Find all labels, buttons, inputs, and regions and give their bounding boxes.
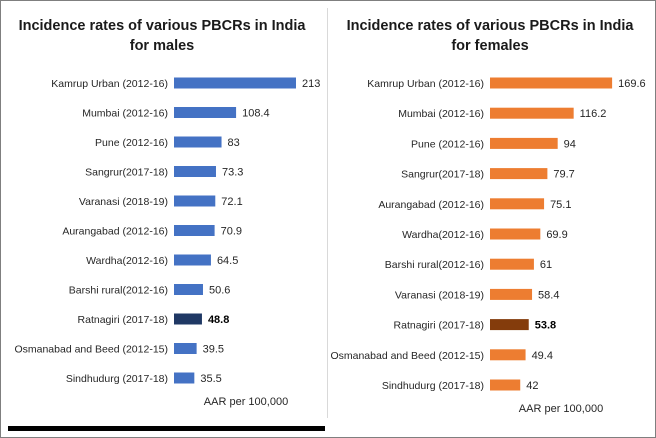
females-category-label: Varanasi (2018-19) — [395, 289, 484, 301]
females-category-label: Ratnagiri (2017-18) — [394, 320, 484, 332]
males-chart-title-line-2: for males — [130, 38, 194, 54]
males-bar — [174, 313, 202, 325]
females-bar — [490, 168, 548, 180]
females-category-label: Kamrup Urban (2012-16) — [367, 78, 484, 90]
females-bar — [490, 107, 574, 119]
males-bar — [174, 195, 216, 207]
males-value-label: 83 — [228, 137, 240, 149]
females-bar — [490, 258, 534, 270]
females-category-label: Pune (2012-16) — [411, 138, 484, 150]
males-bar — [174, 225, 215, 236]
males-value-label: 39.5 — [203, 344, 224, 356]
females-bar — [490, 349, 526, 361]
females-value-label: 75.1 — [550, 199, 571, 211]
males-value-label: 48.8 — [208, 314, 229, 326]
females-value-label: 79.7 — [553, 169, 574, 181]
females-category-label: Aurangabad (2012-16) — [378, 199, 484, 211]
males-bar — [174, 343, 197, 354]
males-category-label: Mumbai (2012-16) — [82, 108, 168, 120]
females-incidence-chart: Incidence rates of various PBCRs in Indi… — [330, 18, 646, 415]
females-value-label: 169.6 — [618, 78, 646, 90]
males-category-label: Wardha(2012-16) — [86, 255, 168, 267]
females-bar — [490, 228, 541, 240]
males-category-label: Barshi rural(2012-16) — [69, 285, 168, 297]
females-category-label: Sindhudurg (2017-18) — [382, 380, 484, 392]
males-value-label: 35.5 — [200, 373, 221, 385]
females-value-label: 53.8 — [535, 320, 556, 332]
bottom-rule — [8, 426, 325, 431]
males-category-label: Kamrup Urban (2012-16) — [51, 78, 168, 90]
males-value-label: 64.5 — [217, 255, 238, 267]
females-bar — [490, 77, 613, 89]
females-bar — [490, 319, 529, 331]
males-chart-title-line-1: Incidence rates of various PBCRs in Indi… — [19, 18, 307, 34]
females-value-label: 49.4 — [532, 350, 553, 362]
males-category-label: Aurangabad (2012-16) — [62, 226, 168, 238]
females-category-label: Barshi rural(2012-16) — [385, 259, 484, 271]
females-category-label: Mumbai (2012-16) — [398, 108, 484, 120]
males-x-axis-label: AAR per 100,000 — [204, 396, 288, 408]
males-bar — [174, 107, 237, 118]
males-value-label: 70.9 — [221, 226, 242, 238]
females-category-label: Sangrur(2017-18) — [401, 169, 484, 181]
females-x-axis-label: AAR per 100,000 — [519, 403, 603, 415]
males-value-label: 213 — [302, 78, 320, 90]
males-value-label: 73.3 — [222, 167, 243, 179]
females-chart-title-line-2: for females — [451, 38, 528, 54]
males-category-label: Ratnagiri (2017-18) — [78, 314, 168, 326]
males-bar — [174, 372, 195, 384]
males-bar — [174, 77, 296, 89]
females-value-label: 61 — [540, 259, 552, 271]
females-value-label: 69.9 — [546, 229, 567, 241]
females-bar — [490, 137, 558, 149]
males-incidence-chart: Incidence rates of various PBCRs in Indi… — [14, 18, 320, 408]
males-value-label: 108.4 — [242, 108, 270, 120]
males-category-label: Osmanabad and Beed (2012-15) — [14, 344, 168, 356]
males-bar — [174, 284, 203, 295]
males-bar — [174, 254, 211, 266]
females-value-label: 58.4 — [538, 289, 559, 301]
panel-divider — [327, 8, 328, 418]
females-category-label: Wardha(2012-16) — [402, 229, 484, 241]
males-category-label: Pune (2012-16) — [95, 137, 168, 149]
males-bar — [174, 166, 216, 177]
females-category-label: Osmanabad and Beed (2012-15) — [330, 350, 484, 362]
males-category-label: Sindhudurg (2017-18) — [66, 373, 168, 385]
females-value-label: 116.2 — [580, 108, 607, 120]
females-bar — [490, 379, 521, 391]
females-bar — [490, 198, 545, 210]
females-value-label: 94 — [564, 138, 576, 150]
males-bar — [174, 136, 222, 148]
males-category-label: Sangrur(2017-18) — [85, 167, 168, 179]
females-chart-title-line-1: Incidence rates of various PBCRs in Indi… — [347, 18, 635, 34]
females-bar — [490, 288, 533, 300]
males-value-label: 72.1 — [221, 196, 242, 208]
females-value-label: 42 — [526, 380, 538, 392]
males-category-label: Varanasi (2018-19) — [79, 196, 168, 208]
males-value-label: 50.6 — [209, 285, 230, 297]
